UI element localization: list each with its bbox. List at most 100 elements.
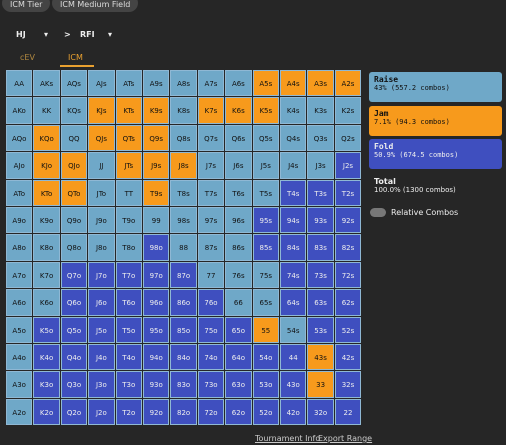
hand-cell[interactable]: 85s: [252, 234, 279, 261]
hand-cell[interactable]: K8s: [170, 97, 197, 124]
hand-cell[interactable]: K4s: [280, 97, 307, 124]
hand-cell[interactable]: 52o: [252, 398, 279, 426]
hand-cell[interactable]: 22: [334, 398, 362, 426]
hand-cell[interactable]: Q7s: [197, 124, 225, 152]
hand-cell[interactable]: Q5s: [252, 124, 279, 152]
hand-cell[interactable]: K6s: [225, 97, 252, 124]
hand-cell[interactable]: KJs: [88, 97, 115, 124]
hand-cell[interactable]: T5s: [252, 179, 279, 206]
hand-cell[interactable]: 82s: [334, 234, 362, 261]
hand-cell[interactable]: K6o: [33, 289, 60, 316]
hand-cell[interactable]: J8o: [88, 234, 115, 261]
hand-cell[interactable]: Q5o: [60, 316, 88, 343]
hand-cell[interactable]: 95o: [143, 316, 170, 343]
hand-cell[interactable]: ATs: [115, 70, 142, 97]
hand-cell[interactable]: K2o: [33, 398, 60, 426]
hand-cell[interactable]: 65o: [225, 316, 252, 343]
hand-cell[interactable]: 63s: [307, 289, 334, 316]
hand-cell[interactable]: T9o: [115, 207, 142, 234]
hand-cell[interactable]: 53o: [252, 371, 279, 398]
hand-cell[interactable]: A2o: [6, 398, 33, 426]
hand-cell[interactable]: 94o: [143, 344, 170, 371]
hand-cell[interactable]: K7s: [197, 97, 225, 124]
hand-cell[interactable]: Q6o: [60, 289, 88, 316]
hand-cell[interactable]: 82o: [170, 398, 197, 426]
hand-cell[interactable]: 86s: [225, 234, 252, 261]
hand-cell[interactable]: Q3o: [60, 371, 88, 398]
hand-cell[interactable]: 33: [307, 371, 334, 398]
hand-cell[interactable]: 63o: [225, 371, 252, 398]
hand-cell[interactable]: Q2o: [60, 398, 88, 426]
hand-cell[interactable]: J9o: [88, 207, 115, 234]
hand-cell[interactable]: K9o: [33, 207, 60, 234]
hand-cell[interactable]: A5s: [252, 70, 279, 97]
hand-cell[interactable]: JTo: [88, 179, 115, 206]
hand-cell[interactable]: 88: [170, 234, 197, 261]
hand-cell[interactable]: 94s: [280, 207, 307, 234]
hand-cell[interactable]: Q9s: [143, 124, 170, 152]
hand-cell[interactable]: T2o: [115, 398, 142, 426]
hand-cell[interactable]: T9s: [143, 179, 170, 206]
hand-cell[interactable]: AQo: [6, 124, 33, 152]
hand-cell[interactable]: T8s: [170, 179, 197, 206]
tab[interactable]: cEV: [20, 53, 35, 62]
hand-cell[interactable]: 74o: [197, 344, 225, 371]
hand-cell[interactable]: K5o: [33, 316, 60, 343]
hand-cell[interactable]: 65s: [252, 289, 279, 316]
hand-cell[interactable]: 96o: [143, 289, 170, 316]
hand-cell[interactable]: KTs: [115, 97, 142, 124]
field-button[interactable]: ICM Medium Field: [52, 0, 139, 12]
hand-cell[interactable]: 44: [280, 344, 307, 371]
hand-cell[interactable]: Q6s: [225, 124, 252, 152]
hand-cell[interactable]: 54s: [280, 316, 307, 343]
hand-cell[interactable]: A9s: [143, 70, 170, 97]
toggle[interactable]: [370, 208, 386, 217]
hand-cell[interactable]: KK: [33, 97, 60, 124]
hand-cell[interactable]: 32s: [334, 371, 362, 398]
hand-cell[interactable]: QTo: [60, 179, 88, 206]
hand-cell[interactable]: 93o: [143, 371, 170, 398]
hand-cell[interactable]: J6s: [225, 152, 252, 179]
hand-cell[interactable]: A7o: [6, 261, 33, 289]
hand-cell[interactable]: T7s: [197, 179, 225, 206]
hand-cell[interactable]: A5o: [6, 316, 33, 343]
footer-link[interactable]: Tournament Info: [255, 434, 321, 443]
hand-cell[interactable]: K8o: [33, 234, 60, 261]
hand-cell[interactable]: J8s: [170, 152, 197, 179]
hand-cell[interactable]: T8o: [115, 234, 142, 261]
hand-cell[interactable]: AJo: [6, 152, 33, 179]
hand-cell[interactable]: A3o: [6, 371, 33, 398]
hand-cell[interactable]: T6s: [225, 179, 252, 206]
hand-cell[interactable]: K3o: [33, 371, 60, 398]
hand-cell[interactable]: Q8s: [170, 124, 197, 152]
hand-cell[interactable]: A9o: [6, 207, 33, 234]
hand-cell[interactable]: 84s: [280, 234, 307, 261]
hand-cell[interactable]: J7o: [88, 261, 115, 289]
hand-cell[interactable]: 77: [197, 261, 225, 289]
hand-cell[interactable]: Q8o: [60, 234, 88, 261]
hand-cell[interactable]: 62o: [225, 398, 252, 426]
hand-cell[interactable]: JJ: [88, 152, 115, 179]
hand-cell[interactable]: 53s: [307, 316, 334, 343]
hand-cell[interactable]: K5s: [252, 97, 279, 124]
hand-cell[interactable]: 43s: [307, 344, 334, 371]
hand-cell[interactable]: KQo: [33, 124, 60, 152]
action-select[interactable]: RFI: [80, 30, 95, 39]
hand-cell[interactable]: 75s: [252, 261, 279, 289]
hand-cell[interactable]: 72s: [334, 261, 362, 289]
hand-cell[interactable]: TT: [115, 179, 142, 206]
hand-cell[interactable]: ATo: [6, 179, 33, 206]
hand-cell[interactable]: J4o: [88, 344, 115, 371]
hand-cell[interactable]: 98o: [143, 234, 170, 261]
hand-cell[interactable]: Q4o: [60, 344, 88, 371]
hand-cell[interactable]: 92o: [143, 398, 170, 426]
hand-cell[interactable]: A7s: [197, 70, 225, 97]
hand-cell[interactable]: 42s: [334, 344, 362, 371]
hand-cell[interactable]: T3o: [115, 371, 142, 398]
hand-cell[interactable]: 84o: [170, 344, 197, 371]
hand-cell[interactable]: J5s: [252, 152, 279, 179]
hand-cell[interactable]: 85o: [170, 316, 197, 343]
hand-cell[interactable]: A8s: [170, 70, 197, 97]
hand-cell[interactable]: 87s: [197, 234, 225, 261]
hand-cell[interactable]: 97s: [197, 207, 225, 234]
